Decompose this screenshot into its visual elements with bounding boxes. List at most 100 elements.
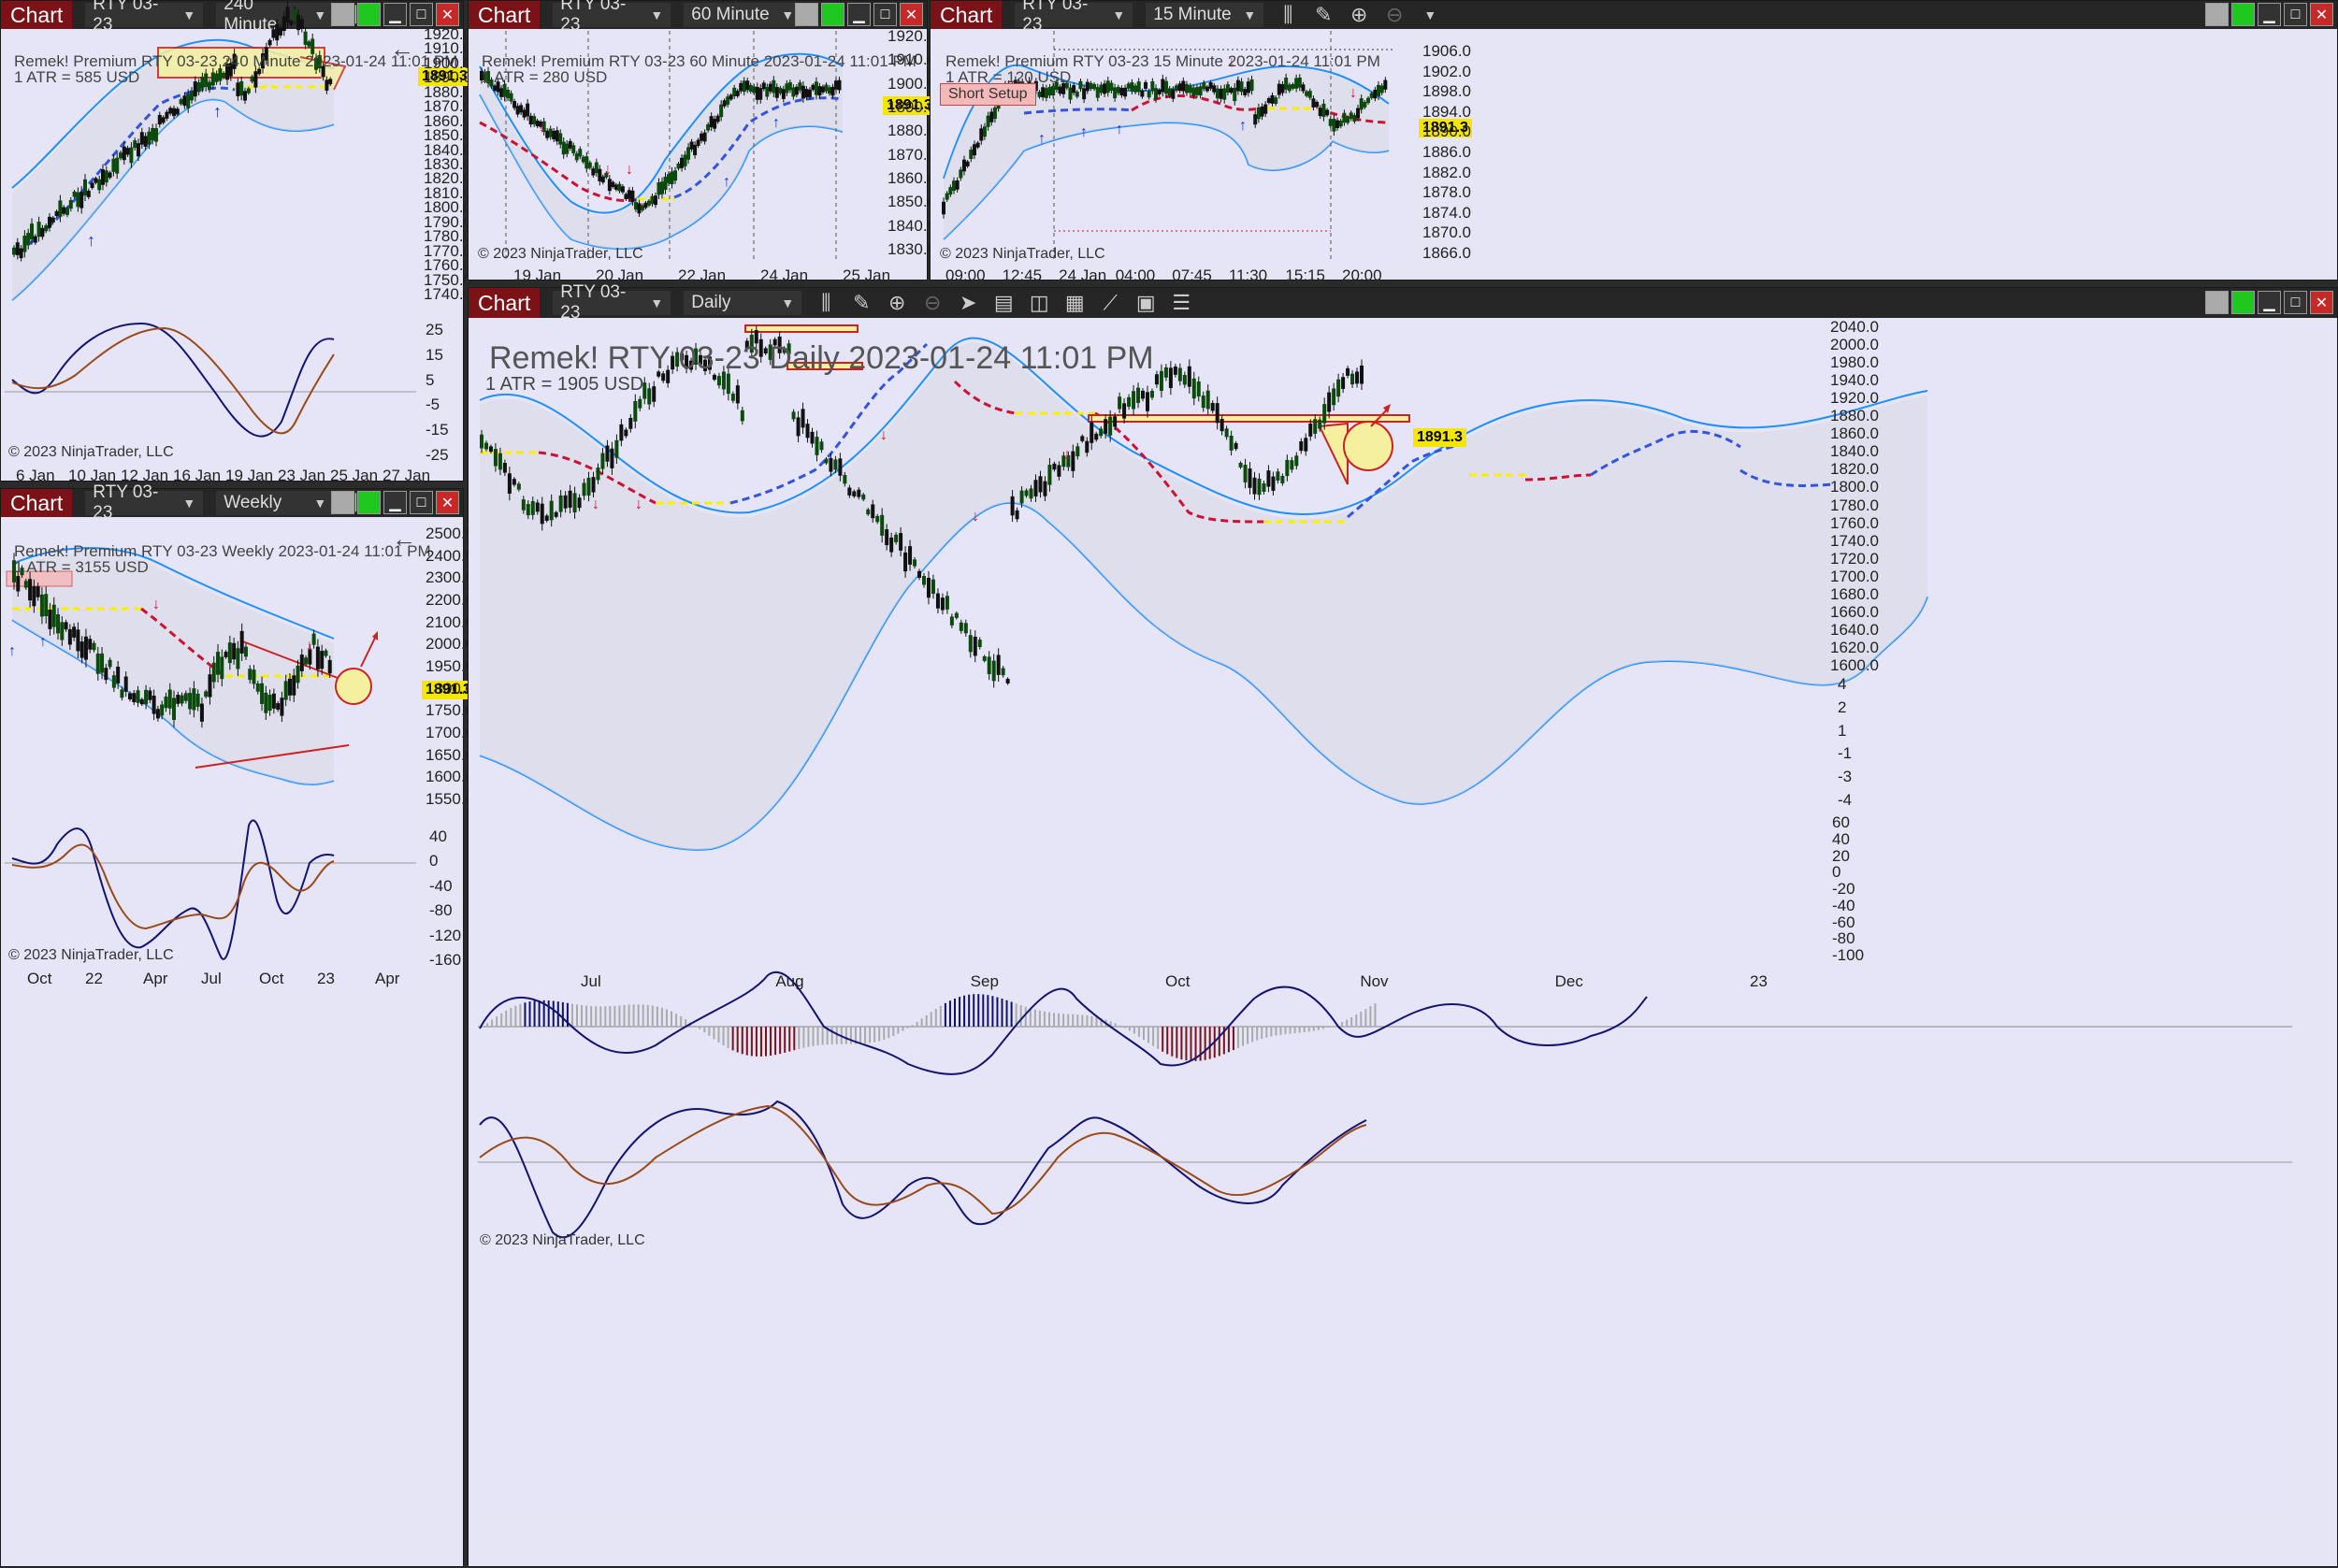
more-chevron-icon[interactable]: ▼ xyxy=(1423,7,1437,22)
maximize-button[interactable]: □ xyxy=(873,3,897,26)
back-arrow-icon[interactable]: ← xyxy=(390,35,414,63)
interval-select[interactable]: Weekly ▼ xyxy=(216,491,335,515)
minimize-button[interactable]: ▁ xyxy=(383,3,407,26)
instrument-link-button[interactable] xyxy=(357,491,381,514)
chart-trader-icon[interactable]: ◫ xyxy=(1029,291,1049,314)
histogram-bar xyxy=(1005,1000,1008,1027)
zoom-in-icon[interactable]: ⊕ xyxy=(888,291,906,314)
candle-body xyxy=(12,247,16,255)
histogram-bar xyxy=(500,1013,503,1027)
candle-body xyxy=(255,683,260,692)
histogram-bar xyxy=(632,1004,635,1027)
data-box-icon[interactable]: ▤ xyxy=(993,291,1014,314)
candle-body xyxy=(707,356,712,370)
histogram-bar xyxy=(1095,1016,1098,1027)
instrument-link-button[interactable] xyxy=(357,3,381,26)
axis-tick: 1910.0 xyxy=(424,39,472,58)
oscillator-panel[interactable] xyxy=(5,313,416,463)
oscillator-panel[interactable] xyxy=(478,1099,2292,1501)
zoom-out-icon[interactable]: ⊖ xyxy=(924,291,942,314)
instrument-select[interactable]: RTY 03-23 ▼ xyxy=(1015,0,1133,35)
minimize-button[interactable]: ▁ xyxy=(383,491,407,514)
draw-tool-icon[interactable]: ✎ xyxy=(1315,3,1333,26)
minimize-button[interactable]: ▁ xyxy=(2258,291,2281,314)
interval-select[interactable]: 15 Minute ▼ xyxy=(1146,3,1264,27)
axis-tick: 1700.0 xyxy=(426,724,474,741)
maximize-button[interactable]: □ xyxy=(410,491,433,514)
minimize-button[interactable]: ▁ xyxy=(2258,3,2281,26)
axis-tick: 1890.0 xyxy=(424,68,472,87)
instrument-select[interactable]: RTY 03-23 ▼ xyxy=(85,0,204,35)
link-button[interactable] xyxy=(331,3,354,26)
candle-body xyxy=(685,354,689,369)
indicators-icon[interactable]: ⟋ xyxy=(1103,291,1118,314)
candle-body xyxy=(778,87,783,94)
templates-icon[interactable]: ▣ xyxy=(1135,291,1156,314)
maximize-button[interactable]: □ xyxy=(2284,3,2307,26)
draw-tool-icon[interactable]: ✎ xyxy=(853,291,871,314)
candle-body xyxy=(880,514,885,536)
instrument-select[interactable]: RTY 03-23 ▼ xyxy=(553,0,671,35)
candle-body xyxy=(969,150,974,160)
link-button[interactable] xyxy=(331,491,354,514)
candle-body xyxy=(1235,79,1240,92)
close-button[interactable]: ✕ xyxy=(2310,3,2333,26)
candle-body xyxy=(72,626,77,638)
instrument-link-button[interactable] xyxy=(2231,3,2255,26)
instrument-link-button[interactable] xyxy=(2231,291,2255,314)
candle-body xyxy=(630,190,635,202)
close-button[interactable]: ✕ xyxy=(900,3,923,26)
svg-text:↑: ↑ xyxy=(8,643,16,659)
histogram-bar xyxy=(968,994,971,1027)
maximize-button[interactable]: □ xyxy=(410,3,433,26)
close-button[interactable]: ✕ xyxy=(436,3,459,26)
chart-tab[interactable]: Chart xyxy=(469,288,541,318)
interval-select[interactable]: Daily ▼ xyxy=(684,291,802,315)
chart-tab[interactable]: Chart xyxy=(1,1,73,29)
zoom-in-icon[interactable]: ⊕ xyxy=(1350,3,1368,26)
candle-body xyxy=(16,576,21,592)
strategies-icon[interactable]: ▦ xyxy=(1064,291,1085,314)
candle-body xyxy=(1202,82,1206,90)
properties-icon[interactable]: ☰ xyxy=(1172,291,1191,314)
histogram-bar xyxy=(604,1006,607,1027)
candle-body xyxy=(706,123,711,131)
candle-body xyxy=(1256,107,1261,120)
bar-style-icon[interactable]: ⫼ xyxy=(821,291,831,314)
link-button[interactable] xyxy=(2205,3,2229,26)
histogram-bar xyxy=(671,1011,672,1027)
candle-body xyxy=(1225,84,1230,94)
interval-select[interactable]: 240 Minute ▼ xyxy=(216,0,335,35)
candle-body xyxy=(673,170,678,181)
histogram-bar xyxy=(618,1005,621,1027)
instrument-link-button[interactable] xyxy=(821,3,844,26)
chart-tab[interactable]: Chart xyxy=(931,1,1003,29)
chart-tab[interactable]: Chart xyxy=(469,1,541,29)
candle-body xyxy=(1072,85,1076,94)
histogram-bar xyxy=(798,1027,801,1049)
candle-body xyxy=(1266,98,1271,104)
link-button[interactable] xyxy=(2205,291,2229,314)
svg-text:↓: ↓ xyxy=(880,427,888,443)
candle-body xyxy=(86,190,91,197)
minimize-button[interactable]: ▁ xyxy=(847,3,871,26)
zoom-out-icon[interactable]: ⊖ xyxy=(1386,3,1404,26)
candle-body xyxy=(51,604,56,627)
instrument-select[interactable]: RTY 03-23 ▼ xyxy=(85,482,204,523)
chart-tab[interactable]: Chart xyxy=(1,489,73,517)
instrument-select[interactable]: RTY 03-23 ▼ xyxy=(553,282,671,323)
axis-tick: 0 xyxy=(429,852,439,870)
back-arrow-icon[interactable]: ← xyxy=(392,525,416,553)
close-button[interactable]: ✕ xyxy=(436,491,459,514)
maximize-button[interactable]: □ xyxy=(2284,291,2307,314)
link-button[interactable] xyxy=(795,3,818,26)
close-button[interactable]: ✕ xyxy=(2310,291,2333,314)
candle-body xyxy=(1290,460,1294,470)
bar-style-icon[interactable]: ⫼ xyxy=(1283,3,1293,26)
candle-body xyxy=(777,336,782,353)
interval-select[interactable]: 60 Minute ▼ xyxy=(684,3,802,27)
candle-body xyxy=(1068,87,1073,100)
candle-body xyxy=(1099,84,1104,94)
pointer-icon[interactable]: ➤ xyxy=(960,291,977,314)
oscillator-panel[interactable] xyxy=(5,814,416,985)
